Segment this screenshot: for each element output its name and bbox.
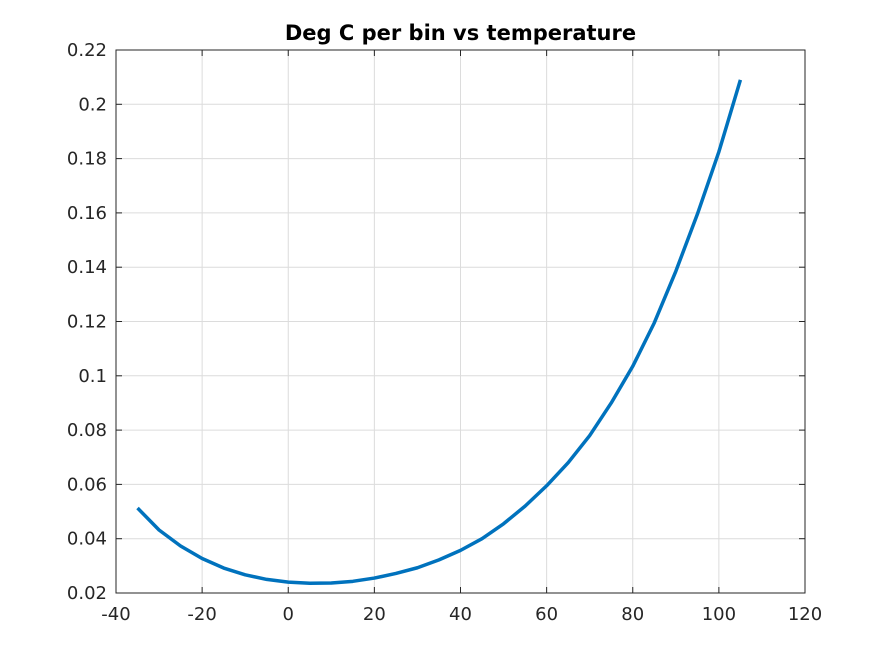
series-line [136, 79, 743, 585]
y-tick-label: 0.04 [67, 529, 107, 550]
x-tick-label: 120 [788, 604, 822, 625]
y-tick-label: 0.1 [78, 366, 107, 387]
y-tick-label: 0.22 [67, 40, 107, 61]
x-tick-labels: -40 -20 0 20 40 60 80 100 120 [101, 604, 822, 625]
axes-box [115, 49, 806, 594]
x-tick-label: 60 [535, 604, 558, 625]
y-tick-label: 0.2 [78, 94, 107, 115]
grid-lines [115, 49, 806, 594]
y-tick-label: 0.02 [67, 583, 107, 604]
y-tick-labels: 0.02 0.04 0.06 0.08 0.1 0.12 0.14 0.16 0.18 0.2 0.… [67, 40, 107, 604]
y-tick-label: 0.06 [67, 474, 107, 495]
chart-title: Deg C per bin vs temperature [285, 21, 636, 45]
y-tick-label: 0.12 [67, 312, 107, 333]
x-tick-label: 100 [702, 604, 736, 625]
x-tick-label: 20 [363, 604, 386, 625]
x-tick-label: -20 [187, 604, 216, 625]
series-layer [136, 79, 743, 585]
x-tick-label: 40 [449, 604, 472, 625]
y-tick-label: 0.14 [67, 257, 107, 278]
x-tick-label: 80 [621, 604, 644, 625]
y-tick-label: 0.18 [67, 149, 107, 170]
x-tick-label: -40 [101, 604, 130, 625]
y-tick-label: 0.08 [67, 420, 107, 441]
x-tick-label: 0 [283, 604, 294, 625]
y-tick-label: 0.16 [67, 203, 107, 224]
